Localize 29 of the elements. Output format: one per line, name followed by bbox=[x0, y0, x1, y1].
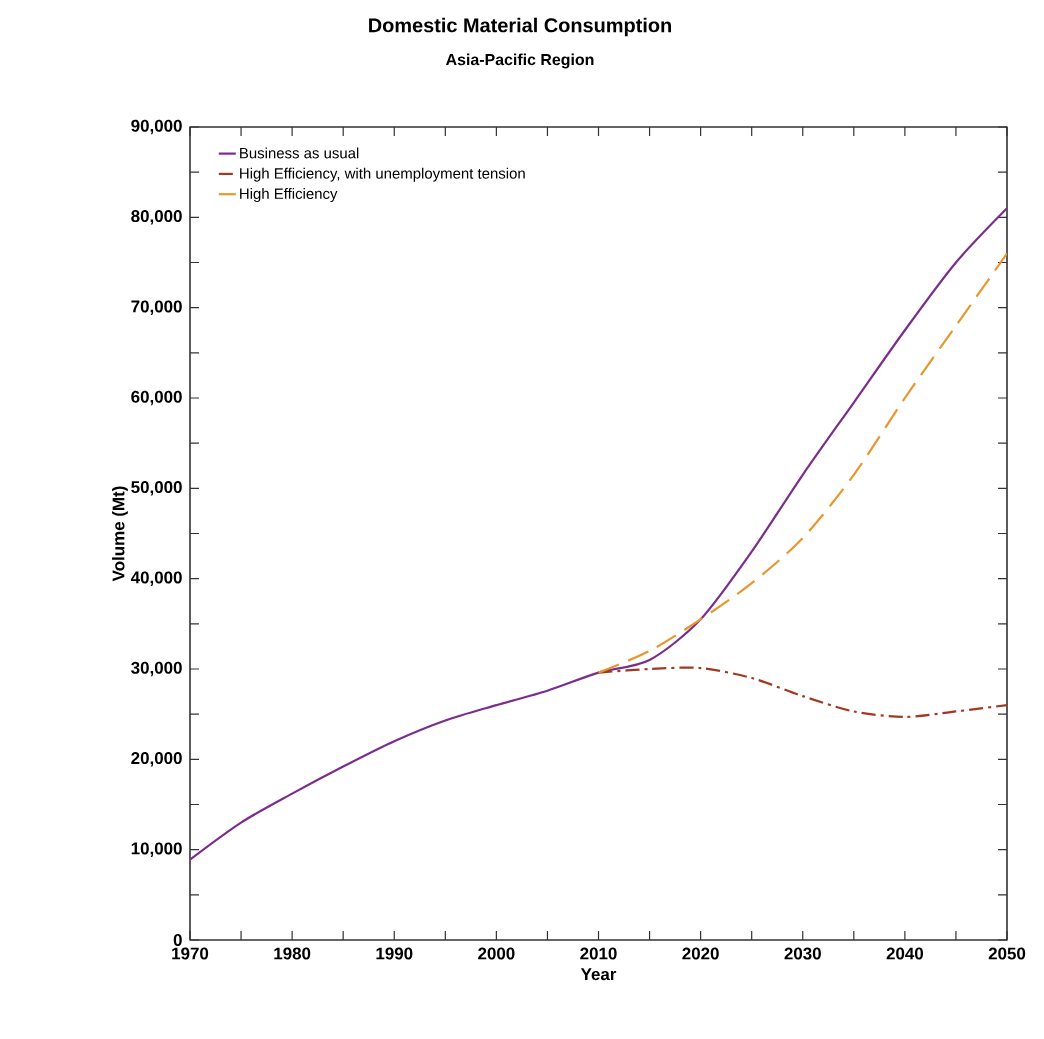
y-tick-label: 10,000 bbox=[131, 842, 182, 857]
legend-label: High Efficiency, with unemployment tension bbox=[240, 167, 525, 182]
y-tick-label: 60,000 bbox=[131, 390, 182, 406]
legend-label: High Efficiency bbox=[240, 188, 338, 202]
x-tick-label: 2050 bbox=[988, 947, 1026, 960]
x-tick-label: 1970 bbox=[172, 947, 209, 960]
x-tick-label: 1990 bbox=[376, 947, 413, 960]
x-tick-label: 2020 bbox=[682, 947, 719, 960]
y-tick-label: 40,000 bbox=[130, 571, 182, 586]
y-tick-label: 20,000 bbox=[131, 752, 182, 767]
x-tick-label: 1980 bbox=[274, 947, 311, 960]
legend-label: Business as usual bbox=[240, 147, 359, 159]
chart-title: Domestic Material Consumption bbox=[369, 17, 671, 37]
y-tick-label: 50,000 bbox=[131, 481, 182, 496]
y-tick-label: 70,000 bbox=[131, 300, 182, 315]
line-series bbox=[190, 207, 1007, 861]
x-tick-label: 2010 bbox=[580, 947, 617, 960]
y-tick-label: 80,000 bbox=[131, 210, 182, 225]
chart-subtitle: Asia-Pacific Region bbox=[445, 53, 594, 69]
line-series bbox=[597, 666, 1007, 718]
x-tick-label: 2040 bbox=[886, 947, 924, 960]
x-tick-label: 2030 bbox=[784, 947, 821, 960]
x-tick-label: 2000 bbox=[478, 947, 515, 960]
y-tick-label: 0 bbox=[173, 934, 182, 946]
line-series bbox=[597, 252, 1007, 674]
y-tick-label: 90,000 bbox=[131, 119, 182, 135]
x-axis-title: Year bbox=[580, 968, 617, 981]
y-tick-label: 30,000 bbox=[131, 661, 182, 677]
y-axis-title: Volume (Mt) bbox=[112, 486, 128, 582]
